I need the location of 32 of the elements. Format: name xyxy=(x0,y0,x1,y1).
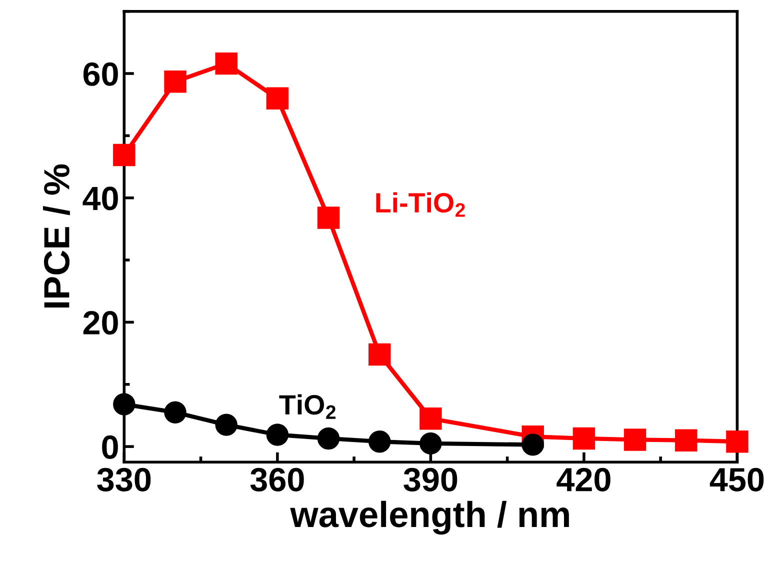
point xyxy=(368,430,391,453)
y-tick-label: 0 xyxy=(102,435,118,459)
point xyxy=(420,432,442,455)
x-axis-title: wavelength / nm xyxy=(290,500,569,535)
point xyxy=(726,430,748,453)
point xyxy=(266,87,289,110)
point xyxy=(215,52,238,75)
point xyxy=(572,427,596,450)
x-tick-label: 450 xyxy=(710,468,764,492)
point xyxy=(164,401,186,424)
point xyxy=(164,70,186,93)
point xyxy=(113,144,136,166)
point xyxy=(317,206,340,229)
point xyxy=(215,414,238,436)
series-label: Li-TiO$_{2}$ xyxy=(376,192,465,217)
x-tick-label: 330 xyxy=(97,468,151,492)
point xyxy=(420,407,442,430)
y-tick-label: 20 xyxy=(83,311,118,335)
point xyxy=(368,343,391,366)
y-axis-title: IPCE / % xyxy=(43,164,70,308)
x-tick-label: 360 xyxy=(250,468,304,492)
point xyxy=(113,393,136,416)
x-tick-label: 420 xyxy=(556,468,610,492)
point xyxy=(624,428,646,451)
x-tick-label: 390 xyxy=(404,468,458,492)
point xyxy=(266,424,289,446)
point xyxy=(522,434,544,456)
y-tick-label: 60 xyxy=(83,62,118,86)
point xyxy=(317,427,340,450)
point xyxy=(675,429,698,452)
y-tick-label: 40 xyxy=(82,186,118,210)
series-label: TiO$_{2}$ xyxy=(279,394,336,419)
